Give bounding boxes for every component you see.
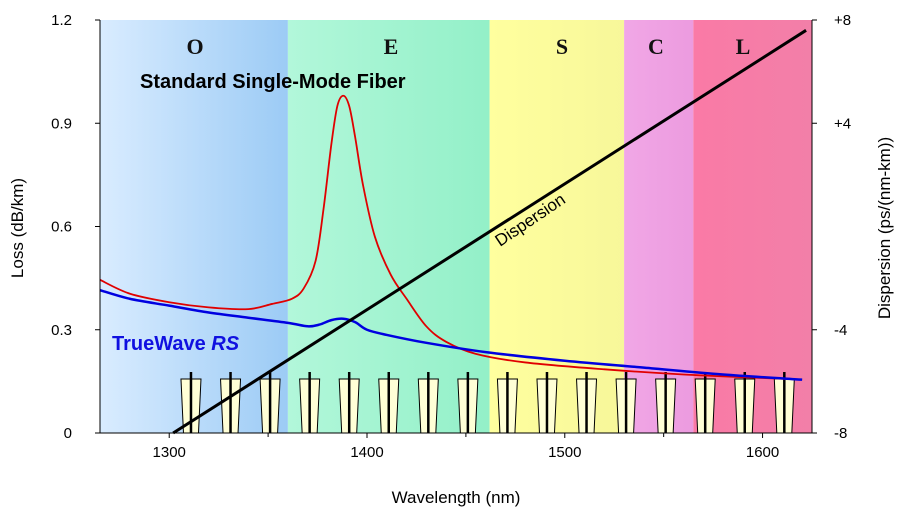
y2-axis-title: Dispersion (ps/(nm-km)): [875, 137, 894, 319]
x-tick-label: 1300: [153, 444, 186, 461]
axes: 1300 1400 1500 1600 0 0.3 0.6 0.9 1.2 -8 -4 +4 +8: [51, 12, 851, 461]
truewave-label-rs: RS: [211, 333, 239, 355]
channel-filters: [180, 372, 795, 434]
data-series: [99, 29, 807, 435]
x-axis-title: Wavelength (nm): [392, 488, 521, 507]
x-tick-label: 1400: [350, 444, 383, 461]
y-tick-label: 1.2: [51, 12, 72, 29]
band-l: [693, 20, 812, 433]
ssmf-label: Standard Single-Mode Fiber: [140, 71, 406, 93]
x-tick-label: 1500: [548, 444, 581, 461]
y2-tick-label: -8: [834, 425, 847, 442]
band-label-s: S: [556, 34, 568, 59]
y-tick-label: 0.9: [51, 115, 72, 132]
band-label-e: E: [384, 34, 399, 59]
series-line-truewave-rs: [99, 288, 803, 381]
y-tick-label: 0.6: [51, 219, 72, 236]
truewave-label-main: TrueWave: [112, 333, 211, 355]
y2-tick-label: -4: [834, 322, 847, 339]
y-axis-title: Loss (dB/km): [8, 178, 27, 278]
band-o: [100, 20, 288, 433]
wavelength-bands: [100, 20, 812, 433]
series-line-dispersion: [172, 29, 807, 435]
x-tick-label: 1600: [746, 444, 779, 461]
y2-tick-label: +4: [834, 115, 851, 132]
y2-tick-label: +8: [834, 12, 851, 29]
band-label-o: O: [186, 34, 203, 59]
band-label-c: C: [648, 34, 664, 59]
series-line-standard-single-mode-fiber: [99, 94, 803, 381]
band-c: [624, 20, 694, 433]
truewave-label: TrueWave RS: [112, 333, 240, 355]
y-tick-label: 0.3: [51, 322, 72, 339]
y-tick-label: 0: [64, 425, 72, 442]
band-label-l: L: [736, 34, 751, 59]
